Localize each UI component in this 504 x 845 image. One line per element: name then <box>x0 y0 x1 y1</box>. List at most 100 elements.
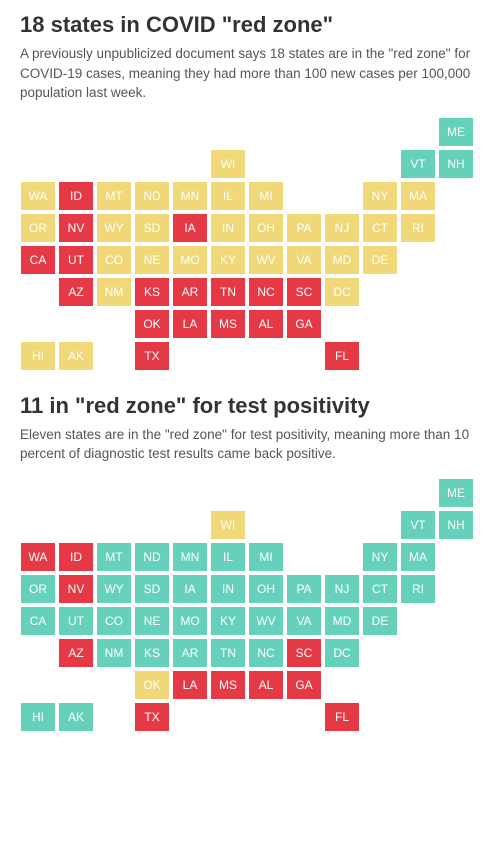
state-tile-nd: ND <box>134 181 170 211</box>
state-tile-vt: VT <box>400 149 436 179</box>
state-tile-or: OR <box>20 574 56 604</box>
state-tile-ak: AK <box>58 702 94 732</box>
state-tile-ma: MA <box>400 181 436 211</box>
state-tile-ok: OK <box>134 670 170 700</box>
state-tile-oh: OH <box>248 213 284 243</box>
state-tile-nc: NC <box>248 277 284 307</box>
map-section-cases: 18 states in COVID "red zone" A previousl… <box>20 12 484 371</box>
state-tile-ny: NY <box>362 542 398 572</box>
state-tile-in: IN <box>210 574 246 604</box>
map-subtitle: Eleven states are in the "red zone" for … <box>20 425 484 464</box>
state-tile-wy: WY <box>96 574 132 604</box>
state-tile-nj: NJ <box>324 574 360 604</box>
state-tile-id: ID <box>58 542 94 572</box>
map-subtitle: A previously unpublicized document says … <box>20 44 484 103</box>
state-tile-wa: WA <box>20 542 56 572</box>
state-tile-ia: IA <box>172 213 208 243</box>
state-tile-vt: VT <box>400 510 436 540</box>
state-tile-ne: NE <box>134 245 170 275</box>
state-tile-dc: DC <box>324 638 360 668</box>
state-tile-sd: SD <box>134 213 170 243</box>
state-tile-wi: WI <box>210 510 246 540</box>
map-title: 18 states in COVID "red zone" <box>20 12 484 38</box>
state-tile-mn: MN <box>172 181 208 211</box>
state-tile-ks: KS <box>134 277 170 307</box>
state-tile-nh: NH <box>438 510 474 540</box>
state-tile-ri: RI <box>400 213 436 243</box>
state-tile-ks: KS <box>134 638 170 668</box>
state-tile-va: VA <box>286 606 322 636</box>
state-tile-mt: MT <box>96 181 132 211</box>
state-tile-ct: CT <box>362 213 398 243</box>
state-tile-mn: MN <box>172 542 208 572</box>
tile-grid-map: MEWIVTNHWAIDMTNDMNILMINYMAORNVWYSDIAINOH… <box>20 117 484 371</box>
state-tile-ak: AK <box>58 341 94 371</box>
state-tile-il: IL <box>210 181 246 211</box>
state-tile-dc: DC <box>324 277 360 307</box>
state-tile-al: AL <box>248 309 284 339</box>
state-tile-ia: IA <box>172 574 208 604</box>
state-tile-ar: AR <box>172 277 208 307</box>
state-tile-ct: CT <box>362 574 398 604</box>
state-tile-tx: TX <box>134 702 170 732</box>
state-tile-md: MD <box>324 245 360 275</box>
state-tile-ma: MA <box>400 542 436 572</box>
state-tile-ms: MS <box>210 670 246 700</box>
state-tile-id: ID <box>58 181 94 211</box>
state-tile-me: ME <box>438 117 474 147</box>
state-tile-co: CO <box>96 245 132 275</box>
state-tile-tn: TN <box>210 638 246 668</box>
state-tile-sd: SD <box>134 574 170 604</box>
state-tile-ne: NE <box>134 606 170 636</box>
state-tile-wa: WA <box>20 181 56 211</box>
state-tile-mt: MT <box>96 542 132 572</box>
state-tile-la: LA <box>172 670 208 700</box>
state-tile-sc: SC <box>286 277 322 307</box>
state-tile-va: VA <box>286 245 322 275</box>
state-tile-la: LA <box>172 309 208 339</box>
state-tile-in: IN <box>210 213 246 243</box>
state-tile-ar: AR <box>172 638 208 668</box>
state-tile-de: DE <box>362 606 398 636</box>
state-tile-tx: TX <box>134 341 170 371</box>
state-tile-wv: WV <box>248 606 284 636</box>
state-tile-nc: NC <box>248 638 284 668</box>
state-tile-al: AL <box>248 670 284 700</box>
state-tile-nv: NV <box>58 213 94 243</box>
state-tile-ky: KY <box>210 606 246 636</box>
state-tile-nj: NJ <box>324 213 360 243</box>
state-tile-fl: FL <box>324 341 360 371</box>
state-tile-tn: TN <box>210 277 246 307</box>
state-tile-nd: ND <box>134 542 170 572</box>
state-tile-az: AZ <box>58 638 94 668</box>
state-tile-hi: HI <box>20 702 56 732</box>
state-tile-az: AZ <box>58 277 94 307</box>
state-tile-sc: SC <box>286 638 322 668</box>
state-tile-or: OR <box>20 213 56 243</box>
state-tile-mo: MO <box>172 245 208 275</box>
state-tile-pa: PA <box>286 574 322 604</box>
state-tile-ut: UT <box>58 245 94 275</box>
state-tile-oh: OH <box>248 574 284 604</box>
state-tile-ut: UT <box>58 606 94 636</box>
map-section-positivity: 11 in "red zone" for test positivity Elev… <box>20 393 484 732</box>
map-title: 11 in "red zone" for test positivity <box>20 393 484 419</box>
tile-grid-map: MEWIVTNHWAIDMTNDMNILMINYMAORNVWYSDIAINOH… <box>20 478 484 732</box>
state-tile-ca: CA <box>20 606 56 636</box>
state-tile-ok: OK <box>134 309 170 339</box>
state-tile-mi: MI <box>248 181 284 211</box>
state-tile-ky: KY <box>210 245 246 275</box>
state-tile-ms: MS <box>210 309 246 339</box>
state-tile-md: MD <box>324 606 360 636</box>
state-tile-wi: WI <box>210 149 246 179</box>
state-tile-me: ME <box>438 478 474 508</box>
state-tile-co: CO <box>96 606 132 636</box>
state-tile-wy: WY <box>96 213 132 243</box>
state-tile-nm: NM <box>96 277 132 307</box>
state-tile-ny: NY <box>362 181 398 211</box>
state-tile-fl: FL <box>324 702 360 732</box>
state-tile-wv: WV <box>248 245 284 275</box>
state-tile-pa: PA <box>286 213 322 243</box>
state-tile-de: DE <box>362 245 398 275</box>
state-tile-il: IL <box>210 542 246 572</box>
